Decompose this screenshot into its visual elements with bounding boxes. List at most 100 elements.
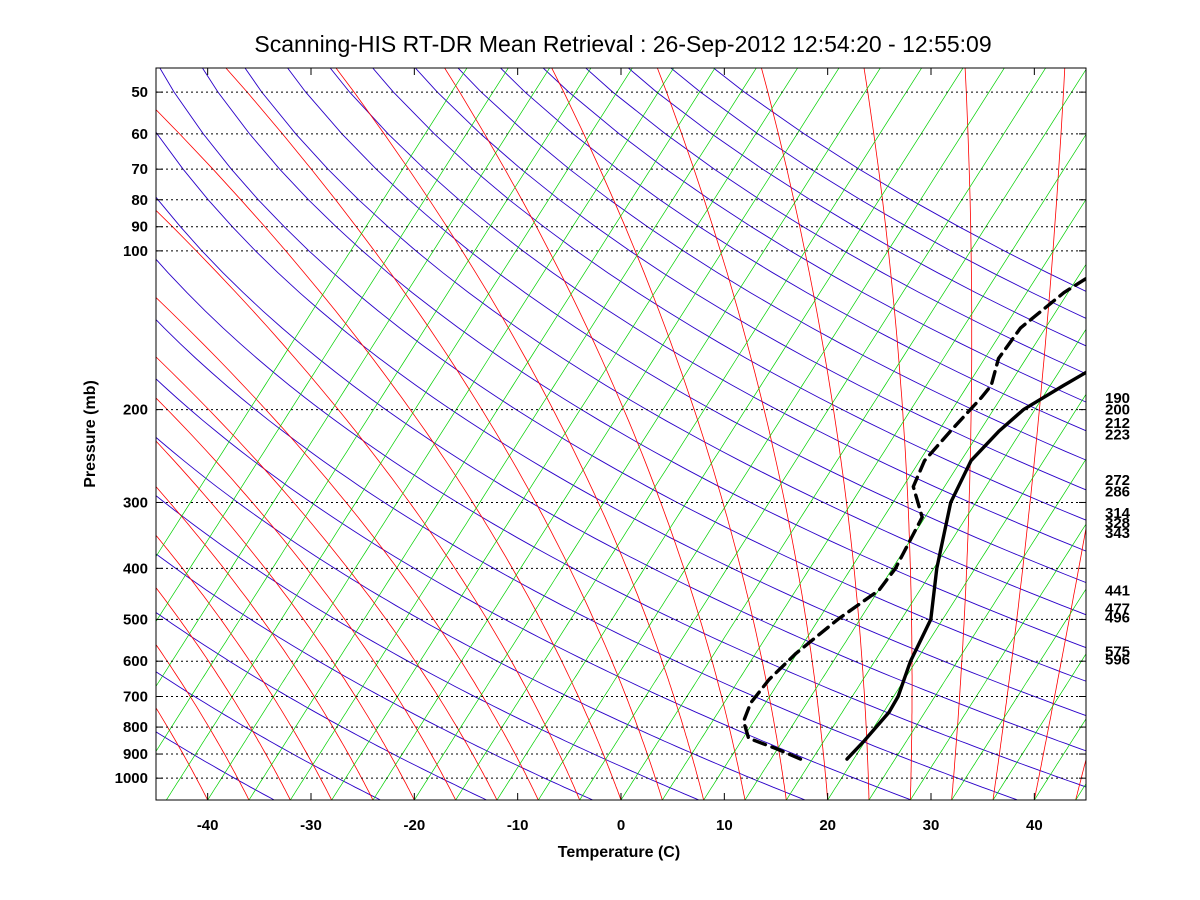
dry-adiabat-line [156,436,807,800]
right-label: 212 [1105,415,1130,432]
x-tick-label: 30 [923,817,940,834]
dry-adiabat-line [156,611,488,800]
moist-adiabat-line [156,707,209,800]
y-tick-label: 60 [131,126,148,143]
mixing-ratio-line [909,523,1086,800]
y-tick-label: 80 [131,192,148,209]
dry-adiabat-line [159,68,1086,682]
moist-adiabat-line [1033,526,1086,800]
temperature-profile-line [845,370,1086,761]
dry-adiabat-line [585,68,1086,375]
y-axis-label: Pressure (mb) [82,380,99,488]
moist-adiabat-line [444,68,746,800]
mixing-ratio-line [248,68,716,800]
moist-adiabat-line [1075,757,1086,800]
y-tick-label: 70 [131,161,148,178]
y-tick-label: 900 [123,746,148,763]
moist-adiabat-line [761,68,870,800]
profile-layer [741,276,1086,761]
mixing-ratio-line [661,133,1086,800]
mixing-ratio-line [1152,41,1200,810]
moist-adiabat-line [156,644,250,800]
mixing-ratio-line [156,68,509,623]
moist-adiabat-line [335,68,705,800]
dry-adiabat-line [201,68,1086,649]
mixing-ratio-line [156,68,468,558]
right-label: 223 [1105,427,1130,444]
moist-adiabat-line [156,397,457,800]
y-axis-ticks: 50 60 70 80 90 100 200 300 400 500 600 700 800 900 100… [115,84,1086,787]
x-tick-label: -10 [507,817,529,834]
mixing-ratio-line [165,68,633,800]
mixing-ratio-line [289,68,757,800]
right-label: 328 [1105,515,1130,532]
dry-adiabat-line [156,131,1086,717]
x-axis-ticks: -40 -30 -20 -10 0 10 20 30 40 [197,68,1043,834]
moist-adiabat-line [951,68,973,800]
mixing-ratio-line [785,328,1086,800]
x-tick-label: -40 [197,817,219,834]
mixing-ratio-line [992,653,1086,800]
x-tick-label: -30 [300,817,322,834]
chart-title: Scanning-HIS RT-DR Mean Retrieval : 26-S… [254,31,991,57]
y-tick-label: 500 [123,611,148,628]
mixing-ratio-line [1033,718,1086,800]
y-tick-label: 200 [123,402,148,419]
y-tick-label: 90 [131,219,148,236]
moist-adiabat-line [156,587,291,800]
mixing-ratio-line [496,68,964,800]
isobar-grid [156,91,1086,779]
mixing-ratio-line [579,68,1047,800]
background-lines [156,41,1200,810]
dry-adiabat-line [329,68,1086,552]
x-tick-label: -20 [403,817,425,834]
mixing-ratio-line [156,68,592,752]
dry-adiabat-line [156,495,701,800]
dry-adiabat-line [499,68,1086,432]
moist-adiabat-line [156,297,539,800]
dry-adiabat-line [156,378,913,800]
y-tick-label: 700 [123,688,148,705]
mixing-ratio-line [620,68,1086,800]
mixing-ratio-line [1075,783,1086,800]
dry-adiabat-line [156,731,276,800]
x-tick-label: 20 [819,817,836,834]
moist-adiabat-line [156,440,415,800]
mixing-ratio-line [951,588,1086,800]
moist-adiabat-line [225,68,663,800]
right-label: 441 [1105,583,1130,600]
moist-adiabat-line [551,68,787,800]
mixing-ratio-line [413,68,881,800]
dry-adiabat-line [156,196,1086,752]
dry-adiabat-line [156,258,1086,788]
moist-adiabat-line [992,68,1066,800]
mixing-ratio-line [744,263,1086,800]
moist-adiabat-line [156,534,333,800]
right-label: 496 [1105,610,1130,627]
mixing-ratio-line [156,68,551,688]
dry-adiabat-line [457,68,1086,461]
mixing-ratio-line [372,68,840,800]
mixing-ratio-line [455,68,923,800]
moist-adiabat-line [156,356,498,800]
y-tick-label: 300 [123,494,148,511]
y-tick-label: 100 [123,243,148,260]
moist-adiabat-line [156,209,581,800]
moist-adiabat-line [863,68,913,800]
mixing-ratio-line [537,68,1005,800]
mixing-ratio-line [703,198,1086,800]
x-tick-label: 10 [716,817,733,834]
right-label: 190 [1105,390,1130,407]
right-label: 272 [1105,472,1130,489]
mixing-ratio-line [868,458,1086,800]
x-tick-label: 40 [1026,817,1043,834]
dry-adiabat-line [372,68,1086,521]
y-tick-label: 1000 [115,770,148,787]
x-tick-label: 0 [617,817,625,834]
dry-adiabat-line [156,671,382,800]
mixing-ratio-line [331,68,799,800]
mixing-ratio-line [207,68,675,800]
right-label: 200 [1105,402,1130,419]
